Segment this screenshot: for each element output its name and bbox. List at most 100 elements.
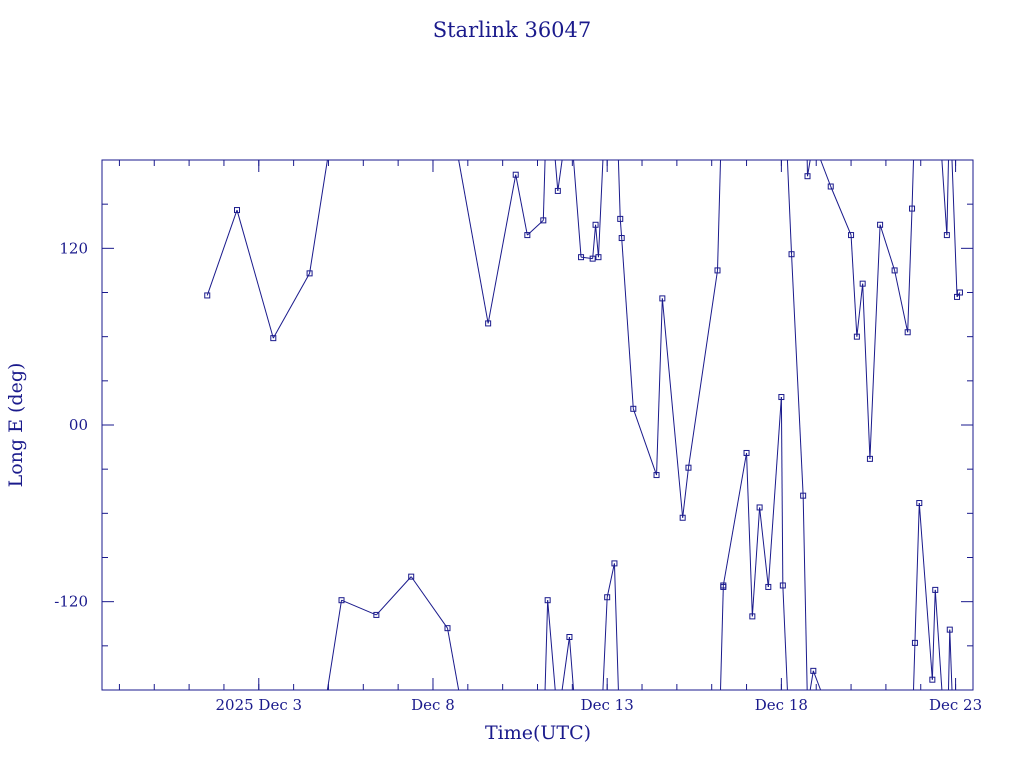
series-segment — [951, 160, 958, 297]
data-point — [544, 597, 551, 604]
series-segment — [580, 256, 593, 260]
data-point — [604, 594, 611, 601]
data-point — [524, 232, 531, 239]
data-point — [566, 634, 573, 640]
series-segment — [621, 237, 634, 409]
series-segment — [879, 224, 896, 271]
series-segment — [894, 270, 909, 333]
series-segment — [326, 600, 343, 690]
series-segment — [918, 502, 933, 680]
y-tick-label: 120 — [59, 239, 88, 257]
series-segment — [869, 224, 881, 459]
series-segment — [568, 636, 575, 690]
series-segment — [544, 600, 549, 690]
series-segment — [791, 254, 804, 496]
series-segment — [595, 224, 599, 258]
series-segment — [597, 160, 604, 258]
series-segment — [809, 670, 814, 690]
series-segment — [746, 452, 753, 617]
data-point — [685, 464, 692, 471]
data-point — [679, 514, 686, 521]
series-segment — [272, 273, 311, 339]
data-point — [891, 267, 898, 274]
series-segment — [592, 224, 597, 259]
series-segment — [206, 209, 238, 296]
data-point — [946, 626, 953, 633]
series-segment — [830, 186, 852, 236]
series-segment — [786, 160, 793, 255]
tick-layer: 2025 Dec 3 Dec 8 Dec 13 Dec 18 Dec 23 -120 00 1… — [54, 159, 982, 714]
series-segment — [561, 636, 570, 690]
series-segment — [812, 670, 822, 690]
data-point — [444, 625, 451, 632]
x-axis-label: Time(UTC) — [485, 722, 591, 744]
data-point — [611, 560, 618, 567]
series-segment — [850, 235, 858, 337]
series-segment — [914, 503, 920, 643]
x-tick-label: 2025 Dec 3 — [215, 696, 302, 714]
data-point — [714, 267, 721, 274]
data-point — [595, 254, 602, 261]
series-segment — [515, 174, 528, 236]
data-point — [338, 597, 345, 604]
plot-area: 2025 Dec 3 Dec 8 Dec 13 Dec 18 Dec 23 -120 00 1… — [54, 159, 982, 714]
series-segment — [931, 589, 936, 680]
series-segment — [911, 160, 915, 209]
data-point — [779, 582, 786, 589]
data-point — [373, 611, 380, 618]
y-tick-label: 00 — [69, 416, 88, 434]
data-point — [904, 329, 911, 336]
data-point — [617, 215, 624, 222]
data-point — [916, 500, 923, 507]
series-segment — [856, 283, 864, 337]
x-tick-label: Dec 23 — [929, 696, 982, 714]
x-tick-label: Dec 13 — [581, 696, 634, 714]
series-segment — [751, 507, 761, 617]
series-segment — [656, 298, 663, 476]
data-point — [540, 217, 547, 224]
series-segment — [941, 160, 948, 236]
data-point — [943, 232, 950, 239]
series-segment — [557, 160, 563, 191]
series-segment — [949, 629, 953, 690]
series-segment — [309, 160, 328, 274]
series-segment — [759, 507, 769, 587]
series-segment — [410, 576, 448, 629]
data-point — [765, 583, 772, 590]
data-point — [630, 405, 637, 412]
data-point — [827, 183, 834, 190]
data-point — [749, 613, 756, 620]
data-point — [306, 270, 313, 277]
data-point — [589, 255, 596, 262]
data-point — [720, 582, 727, 589]
series-segment — [907, 208, 913, 333]
series-segment — [782, 585, 788, 690]
series-segment — [767, 396, 782, 587]
data-point — [485, 320, 492, 327]
y-axis-label: Long E (deg) — [5, 363, 27, 488]
series-segment — [554, 160, 559, 191]
series-segment — [862, 283, 871, 459]
series-segment — [236, 209, 274, 339]
series-segment — [820, 160, 832, 187]
series-segment — [606, 563, 615, 598]
data-point — [804, 173, 811, 180]
series-segment — [573, 160, 582, 258]
data-point — [853, 333, 860, 340]
series-segment — [717, 160, 722, 271]
data-point — [659, 295, 666, 302]
plot-frame — [101, 159, 974, 691]
data-point — [848, 232, 855, 239]
x-tick-label: Dec 8 — [411, 696, 455, 714]
data-point — [956, 289, 963, 296]
series-segment — [447, 628, 460, 690]
series-segment — [687, 270, 719, 468]
series-segment — [661, 298, 684, 518]
series-segment — [617, 160, 621, 219]
data-point — [204, 292, 211, 299]
data-point — [929, 676, 936, 683]
data-point — [653, 472, 660, 479]
series-segment — [602, 597, 608, 690]
data-point — [554, 187, 561, 194]
data-point — [408, 573, 415, 580]
